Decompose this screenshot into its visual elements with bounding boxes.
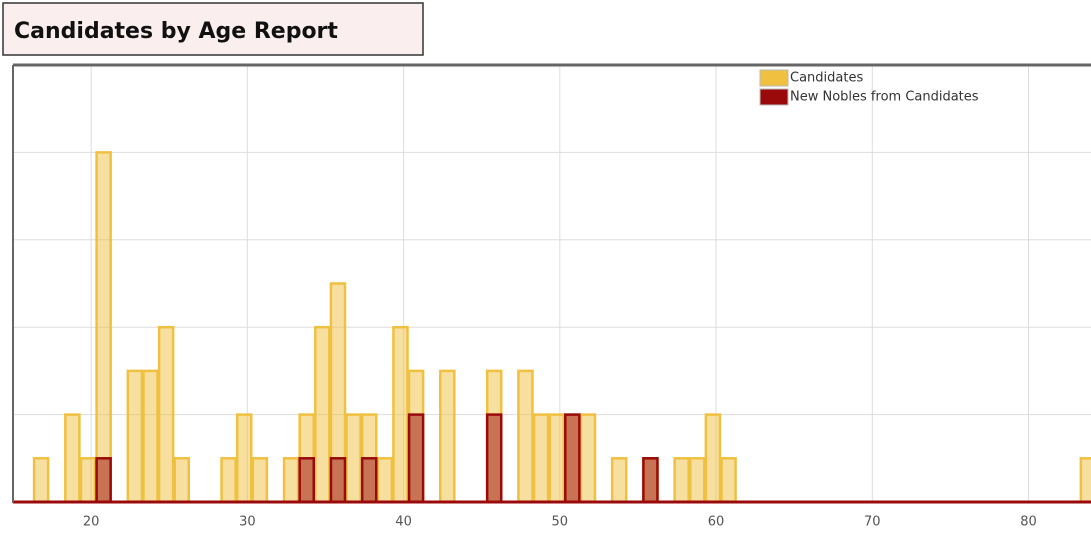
- bar: [329, 457, 347, 504]
- legend-label: Candidates: [790, 71, 863, 86]
- bar: [157, 325, 175, 504]
- x-tick-label: 30: [239, 515, 256, 530]
- bar: [704, 413, 722, 504]
- bar: [282, 457, 300, 504]
- legend-label: New Nobles from Candidates: [790, 90, 979, 105]
- bar: [126, 369, 144, 504]
- bar: [360, 457, 378, 504]
- x-tick-label: 20: [83, 515, 100, 530]
- bar: [673, 457, 690, 504]
- bar: [251, 457, 269, 504]
- bar: [392, 325, 409, 504]
- legend-swatch: [759, 69, 789, 87]
- legend-swatch: [759, 88, 789, 106]
- bar: [548, 413, 565, 504]
- bar: [95, 457, 112, 504]
- bar: [439, 369, 456, 504]
- bar: [1079, 457, 1091, 504]
- bar: [173, 457, 191, 504]
- bar: [345, 413, 362, 504]
- bar: [314, 325, 331, 504]
- x-tick-label: 70: [864, 515, 881, 530]
- bar: [32, 457, 50, 504]
- bar: [298, 457, 315, 504]
- bar: [642, 457, 659, 504]
- bar: [142, 369, 159, 504]
- title-box: [2, 2, 424, 56]
- x-tick-label: 60: [708, 515, 725, 530]
- bar: [407, 413, 425, 504]
- bar: [235, 413, 253, 504]
- bar: [485, 413, 503, 504]
- bar: [376, 457, 394, 504]
- bar: [689, 457, 706, 504]
- plot-area: [13, 64, 1091, 504]
- x-tick-label: 40: [395, 515, 412, 530]
- bar: [564, 413, 581, 504]
- chart-title: Candidates by Age Report: [14, 19, 338, 44]
- bar: [720, 457, 737, 504]
- bar: [95, 151, 112, 504]
- x-tick-label: 80: [1020, 515, 1037, 530]
- bar: [79, 457, 97, 504]
- bar: [220, 457, 237, 504]
- bar: [532, 413, 550, 504]
- bar: [579, 413, 597, 504]
- x-tick-label: 50: [552, 515, 569, 530]
- bar: [64, 413, 81, 504]
- bar: [610, 457, 628, 504]
- bar: [517, 369, 534, 504]
